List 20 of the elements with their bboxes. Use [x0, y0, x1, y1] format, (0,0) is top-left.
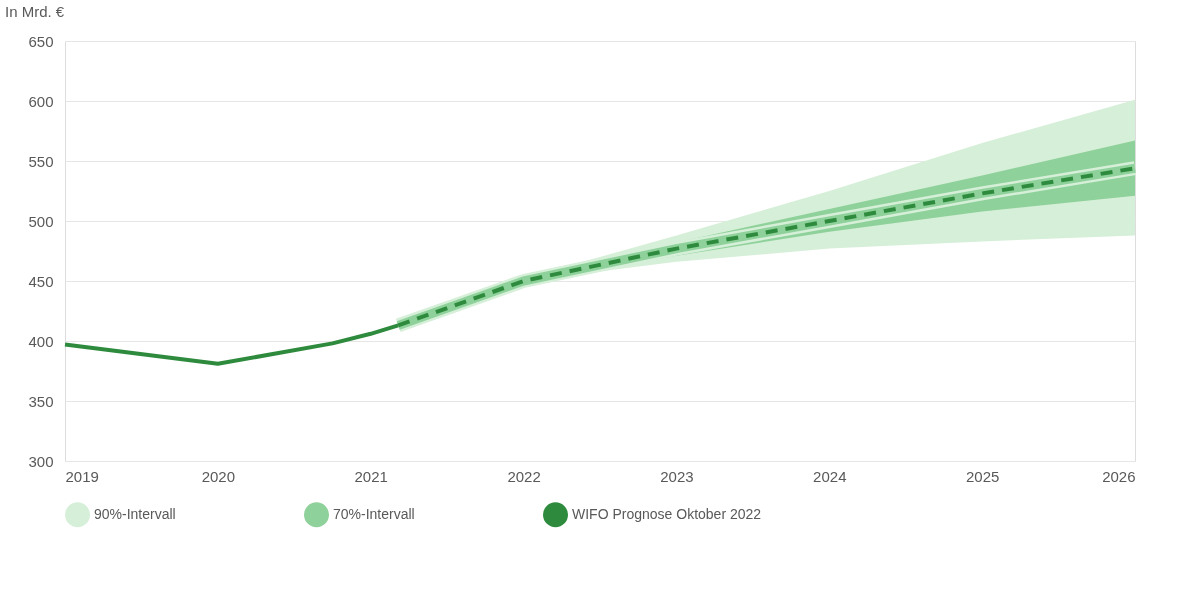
- y-tick-label: 400: [28, 332, 54, 350]
- x-tick-label: 2025: [965, 467, 1000, 485]
- x-tick-label: 2020: [201, 467, 236, 485]
- y-tick-label: 300: [28, 452, 54, 470]
- x-tick-label: 2021: [354, 467, 388, 485]
- y-tick-label: 550: [28, 152, 54, 170]
- x-tick-label: 2019: [65, 467, 99, 485]
- y-tick-label: 350: [28, 392, 54, 410]
- y-tick-label: 450: [28, 272, 54, 290]
- x-tick-label: 2023: [660, 467, 694, 485]
- y-tick-label: 600: [28, 92, 54, 110]
- y-tick-label: 500: [28, 212, 54, 230]
- x-tick-label: 2024: [813, 467, 847, 485]
- y-tick-label: 650: [28, 32, 54, 50]
- y-axis-title: In Mrd. €: [5, 3, 65, 20]
- legend-label: 70%-Intervall: [333, 505, 415, 522]
- legend-label: 90%-Intervall: [94, 505, 176, 522]
- legend-label: WIFO Prognose Oktober 2022: [572, 505, 762, 522]
- x-tick-label: 2022: [507, 467, 541, 485]
- x-tick-label: 2026: [1102, 467, 1136, 485]
